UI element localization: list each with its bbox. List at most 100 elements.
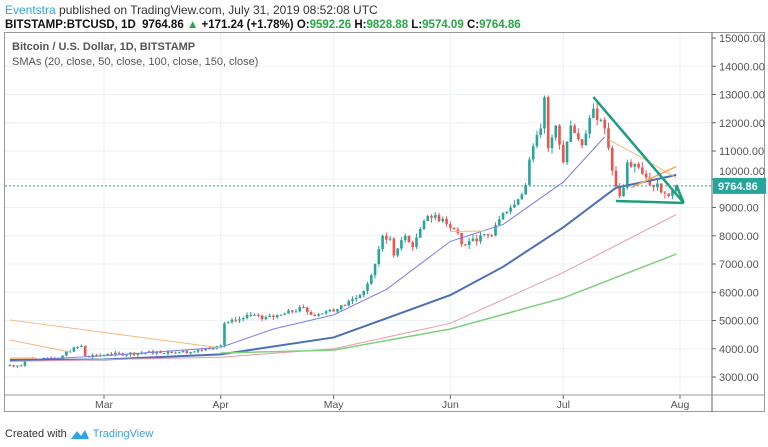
candle-body	[317, 314, 320, 316]
candle-body	[637, 163, 640, 168]
candle-body	[27, 358, 31, 360]
candle-body	[117, 352, 121, 354]
candle-body	[196, 349, 200, 352]
candle-body	[354, 298, 358, 300]
x-tick-label: Apr	[213, 399, 230, 411]
candle-body	[433, 215, 437, 218]
candle-body	[437, 215, 441, 222]
up-triangle-icon: ▲	[186, 19, 199, 31]
publish-text: published on TradingView.com, July 31, 2…	[59, 3, 378, 17]
legend-title: Bitcoin / U.S. Dollar, 1D, BITSTAMP	[12, 41, 196, 53]
low-label: L:	[411, 19, 423, 31]
candle-body	[268, 315, 271, 318]
y-tick-label: 6000.00	[719, 287, 759, 299]
tradingview-logo-icon	[70, 430, 89, 439]
candle-body	[226, 322, 230, 324]
candle-body	[577, 133, 580, 140]
candle-body	[663, 192, 667, 194]
candle-body	[234, 319, 238, 321]
chart-legend: Bitcoin / U.S. Dollar, 1D, BITSTAMP SMAs…	[12, 40, 258, 70]
candle-body	[403, 235, 407, 241]
sma-line	[450, 230, 485, 233]
candle-body	[674, 185, 678, 191]
candle-body	[80, 345, 83, 347]
author-link[interactable]: Eventstra	[5, 3, 56, 17]
candle-body	[400, 240, 403, 249]
candle-body	[177, 352, 181, 354]
candle-body	[264, 317, 268, 320]
candle-body	[181, 350, 185, 353]
candle-body	[302, 307, 305, 309]
legend-indicators: SMAs (20, close, 50, close, 100, close, …	[12, 56, 259, 68]
candle-body	[565, 141, 569, 163]
candle-body	[667, 193, 671, 197]
candle-body	[418, 228, 422, 238]
candle-body	[505, 211, 509, 214]
candle-body	[633, 163, 637, 167]
trendline	[592, 96, 685, 204]
candle-body	[290, 310, 294, 312]
candle-body	[91, 354, 95, 357]
candle-body	[257, 314, 260, 316]
candle-body	[328, 309, 332, 312]
candle-body	[610, 147, 614, 171]
candle-body	[573, 125, 576, 134]
candle-body	[528, 159, 531, 185]
candle-body	[159, 352, 162, 354]
candle-body	[546, 97, 550, 149]
y-tick-label: 13000.00	[719, 90, 765, 102]
last-price: 9764.86	[142, 19, 184, 31]
footer: Created with TradingView	[5, 427, 153, 441]
candle-body	[471, 238, 475, 241]
candle-body	[95, 354, 98, 356]
candle-body	[501, 213, 505, 220]
sma-line	[630, 165, 677, 189]
candle-body	[629, 162, 633, 167]
candle-body	[366, 283, 369, 291]
high-value: 9828.88	[366, 19, 409, 31]
candle-body	[294, 311, 298, 313]
candle-body	[509, 207, 512, 212]
candle-body	[381, 235, 384, 250]
trendline	[675, 184, 685, 204]
candle-body	[671, 190, 674, 197]
candle-body	[65, 351, 68, 356]
candle-body	[543, 97, 546, 129]
candle-body	[272, 315, 275, 318]
candle-body	[260, 315, 264, 320]
candle-body	[554, 125, 558, 138]
candle-body	[497, 219, 501, 226]
publish-info: Eventstra published on TradingView.com, …	[5, 3, 378, 17]
candle-body	[332, 309, 335, 312]
candle-body	[12, 365, 15, 367]
sma-line	[220, 253, 677, 354]
sma-line	[9, 319, 221, 349]
candle-body	[482, 234, 486, 236]
sma-line	[608, 139, 677, 179]
candle-body	[580, 139, 584, 146]
candle-body	[441, 218, 445, 222]
open-value: 9592.26	[309, 19, 352, 31]
candle-body	[659, 183, 663, 193]
candle-body	[249, 314, 253, 316]
candle-body	[407, 235, 411, 243]
candle-body	[479, 235, 482, 242]
tradingview-link[interactable]: TradingView	[92, 428, 154, 440]
candle-body	[313, 314, 317, 316]
candle-body	[347, 301, 351, 306]
chart-frame[interactable]	[4, 32, 765, 412]
candle-body	[8, 365, 12, 367]
candle-body	[592, 108, 595, 118]
candle-body	[516, 199, 520, 205]
trendline	[615, 199, 684, 205]
candle-body	[422, 220, 426, 229]
candle-body	[110, 353, 113, 355]
candle-body	[464, 244, 467, 246]
candle-body	[614, 170, 618, 187]
sma-line	[9, 214, 677, 362]
y-tick-label: 15000.00	[719, 33, 765, 45]
y-tick-label: 12000.00	[719, 118, 765, 130]
candle-body	[625, 162, 629, 188]
candle-body	[569, 125, 573, 142]
